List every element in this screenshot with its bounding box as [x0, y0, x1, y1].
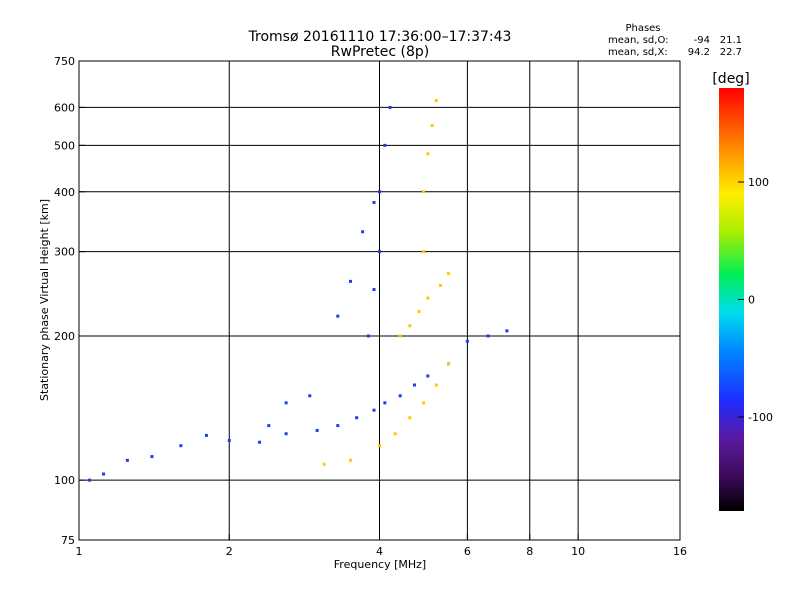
y-axis-label: Stationary phase Virtual Height [km] [38, 199, 51, 401]
data-point [426, 296, 430, 300]
data-point [372, 200, 376, 204]
colorbar-tick-label: 0 [748, 294, 755, 307]
x-axis-label: Frequency [MHz] [334, 558, 426, 571]
data-point [204, 433, 208, 437]
phase-stats-o-label: mean, sd,O: [608, 35, 669, 46]
x-tick-label: 1 [76, 545, 83, 558]
colorbar-ticks: 100 0 -100 [738, 176, 773, 424]
data-point [349, 458, 353, 462]
data-point [421, 190, 425, 194]
data-point [447, 272, 451, 276]
colorbar-label: [deg] [712, 71, 749, 87]
x-tick-label: 8 [526, 545, 533, 558]
x-tick-label: 6 [464, 545, 471, 558]
data-point [408, 416, 412, 420]
data-point [434, 383, 438, 387]
data-point [439, 283, 443, 287]
phase-stats-o-sd: 21.1 [720, 35, 742, 46]
data-point [372, 408, 376, 412]
y-tick-label: 500 [54, 139, 75, 152]
data-point [383, 401, 387, 405]
colorbar: [deg] 100 0 -100 [712, 71, 773, 511]
data-point [336, 314, 340, 318]
data-point [378, 190, 381, 194]
phase-stats-x-label: mean, sd,X: [608, 47, 668, 58]
x-tick-label: 16 [673, 545, 687, 558]
data-point [227, 439, 231, 443]
data-point [426, 152, 430, 156]
data-point [393, 432, 397, 436]
data-point [258, 440, 262, 444]
y-tick-label: 750 [54, 55, 75, 68]
data-point [388, 105, 392, 109]
phase-stats-o-mean: -94 [694, 35, 710, 46]
y-tick-label: 200 [54, 330, 75, 343]
data-point [426, 374, 430, 378]
data-point [355, 416, 359, 420]
data-point [417, 309, 421, 313]
data-point [505, 329, 509, 333]
data-point [421, 401, 425, 405]
data-point [465, 339, 469, 343]
x-tick-label: 4 [376, 545, 383, 558]
data-point [378, 250, 381, 254]
data-point [378, 444, 381, 448]
phase-stats-x-sd: 22.7 [720, 47, 742, 58]
data-point [434, 99, 438, 103]
chart-subtitle: RwPretec (8p) [331, 44, 429, 60]
data-point [349, 279, 353, 283]
data-point [430, 124, 434, 128]
data-point [372, 288, 376, 292]
data-point [398, 334, 402, 338]
data-point [102, 472, 106, 476]
data-point [284, 401, 288, 405]
data-point [308, 394, 312, 398]
data-point [179, 444, 183, 448]
data-point [336, 424, 340, 428]
data-point [398, 394, 402, 398]
colorbar-tick-label: 100 [748, 176, 769, 189]
phase-stats-x-mean: 94.2 [688, 47, 710, 58]
data-point [447, 362, 451, 366]
data-point [88, 478, 92, 482]
chart-title: Tromsø 20161110 17:36:00–17:37:43 [248, 29, 512, 45]
data-point [366, 334, 370, 338]
data-point [125, 458, 129, 462]
data-point [267, 424, 271, 428]
data-point [412, 383, 416, 387]
phase-stats-title: Phases [625, 23, 660, 34]
y-tick-label: 300 [54, 246, 75, 259]
data-point [408, 324, 412, 328]
data-points [88, 99, 509, 482]
y-tick-label: 400 [54, 186, 75, 199]
colorbar-tick-label: -100 [748, 411, 773, 424]
data-point [383, 143, 387, 147]
y-tick-label: 100 [54, 474, 75, 487]
data-point [486, 334, 490, 338]
y-tick-label: 75 [61, 534, 75, 547]
x-tick-label: 10 [571, 545, 585, 558]
y-tick-label: 600 [54, 101, 75, 114]
data-point [150, 455, 154, 459]
y-ticks: 75 100 200 300 400 500 600 750 [54, 55, 85, 547]
x-tick-label: 2 [226, 545, 233, 558]
data-point [322, 462, 326, 466]
data-point [315, 428, 319, 432]
data-point [421, 250, 425, 254]
x-ticks: 1 2 4 6 8 10 16 [76, 534, 687, 558]
data-point [361, 230, 365, 234]
data-point [284, 432, 288, 436]
plot-area: 1 2 4 6 8 10 16 75 100 200 300 400 500 600 750 [54, 55, 687, 558]
